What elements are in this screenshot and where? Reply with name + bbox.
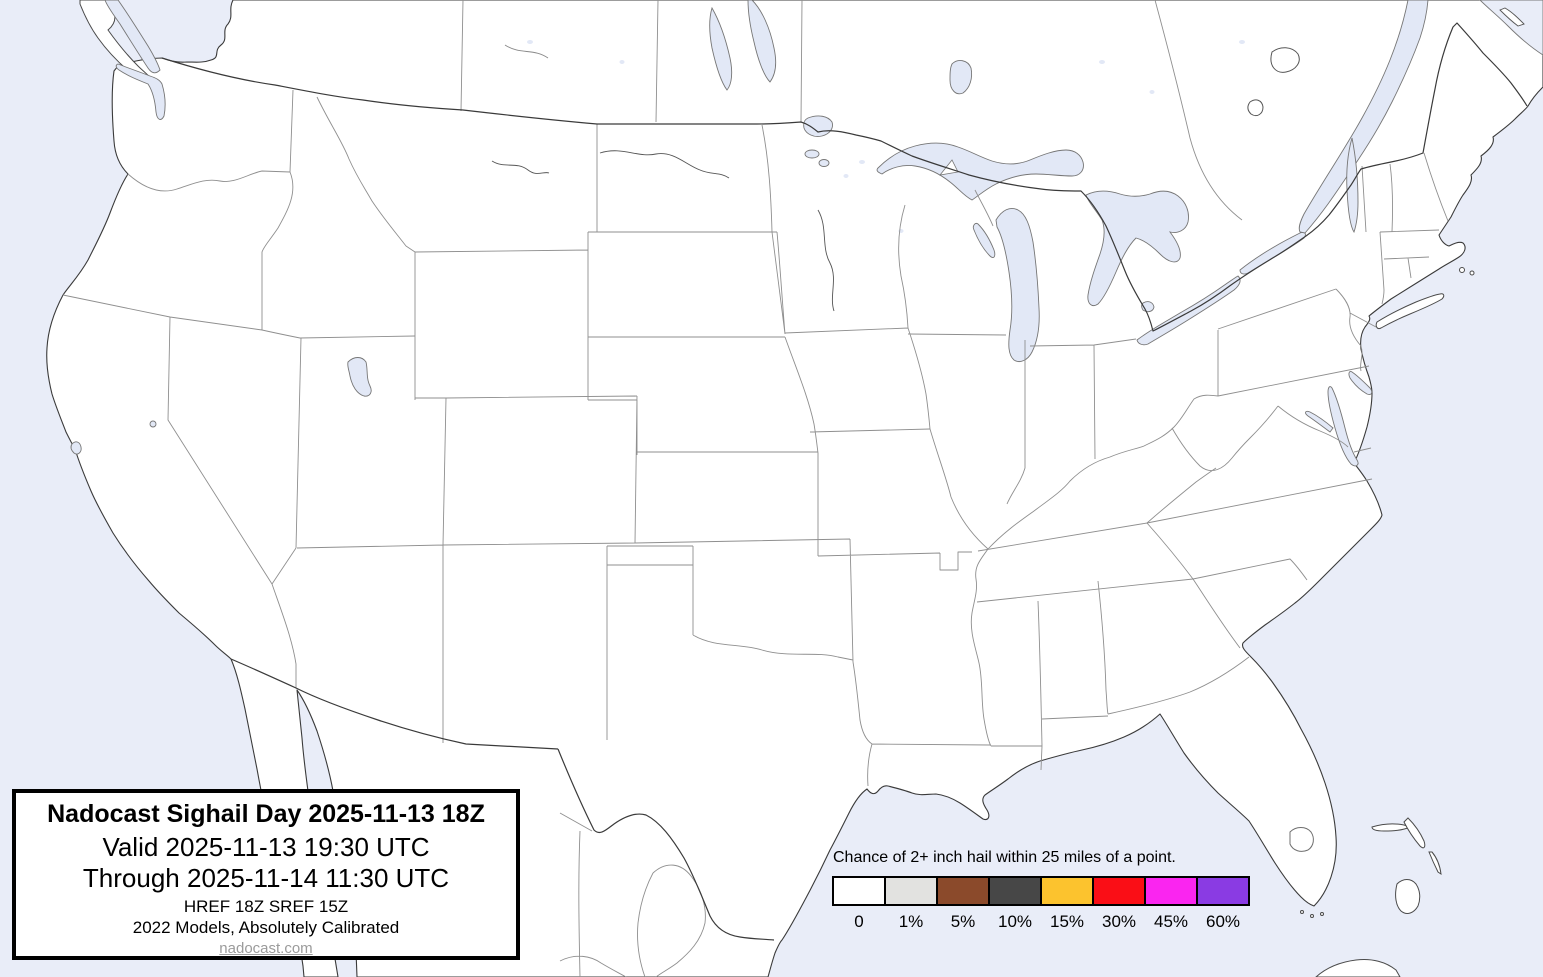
lake-okeechobee [1289, 827, 1314, 852]
strait-of-georgia [104, 0, 161, 74]
forecast-title-box: Nadocast Sighail Day 2025-11-13 18Z Vali… [12, 789, 520, 960]
forecast-models: HREF 18Z SREF 15Z [183, 896, 349, 916]
small-lake [1099, 60, 1105, 64]
small-lake [1239, 40, 1245, 44]
legend-swatch-row [832, 876, 1250, 906]
legend-label-row: 0 1% 5% 10% 15% 30% 45% 60% [832, 912, 1250, 932]
quebec-lakes [1247, 47, 1300, 117]
website-line: nadocast.com [16, 940, 516, 958]
potomac-river [1305, 410, 1334, 433]
legend-label-5: 5% [950, 912, 976, 931]
chesapeake-bay [1327, 386, 1359, 467]
fort-peck-reservoir [491, 160, 550, 174]
long-island [1375, 293, 1445, 329]
delaware-bay [1348, 371, 1373, 395]
canada-border [161, 22, 1528, 332]
puget-sound [115, 63, 166, 120]
lake-nipigon [949, 60, 973, 95]
legend-label-60: 60% [1205, 912, 1241, 931]
marthas-vineyard [1459, 267, 1465, 273]
mexico-border-west [230, 658, 559, 750]
lake-tahoe [149, 420, 157, 428]
islands [79, 0, 1475, 977]
legend-label-1: 1% [898, 912, 924, 931]
saskatchewan-river [504, 44, 549, 59]
legend-swatch-0 [832, 876, 886, 906]
florida-key [1320, 912, 1324, 916]
cuba-coast [1315, 959, 1401, 977]
forecast-through-time: Through 2025-11-14 11:30 UTC [82, 863, 450, 894]
small-lake [527, 40, 533, 44]
international-borders [161, 22, 1528, 941]
lake-huron [1085, 190, 1189, 306]
red-lake-lower [818, 159, 830, 167]
legend-label-15: 15% [1049, 912, 1085, 931]
great-salt-lake [347, 357, 372, 397]
lake-michigan [995, 208, 1040, 363]
legend-label-45: 45% [1153, 912, 1189, 931]
probability-legend: Chance of 2+ inch hail within 25 miles o… [832, 849, 1250, 932]
state-borders [62, 0, 1449, 977]
florida-key [1300, 910, 1304, 914]
legend-label-10: 10% [997, 912, 1033, 931]
green-bay [972, 223, 996, 259]
maritime-island [1499, 7, 1525, 27]
andros-island [1395, 879, 1421, 914]
grand-bahama [1371, 823, 1412, 832]
san-francisco-bay [70, 441, 82, 455]
lake-erie [1136, 275, 1241, 346]
small-lake [859, 160, 865, 164]
gulf-of-st-lawrence [1479, 0, 1543, 56]
missouri-river-nd [599, 150, 730, 179]
abaco-island [1403, 817, 1426, 849]
forecast-valid-time: Valid 2025-11-13 19:30 UTC [102, 831, 430, 862]
small-lake [619, 60, 625, 64]
forecast-title: Nadocast Sighail Day 2025-11-13 18Z [47, 800, 485, 828]
eleuthera-island [1428, 851, 1442, 876]
legend-swatch-1 [884, 876, 938, 906]
small-lake [843, 174, 849, 178]
nantucket [1469, 270, 1475, 276]
forecast-calibration: 2022 Models, Absolutely Calibrated [132, 918, 400, 938]
florida-key [1310, 914, 1314, 918]
legend-label-0: 0 [854, 912, 864, 931]
lake-of-the-woods [803, 115, 833, 137]
legend-swatch-45 [1144, 876, 1198, 906]
red-lake [804, 149, 820, 159]
legend-swatch-10 [988, 876, 1042, 906]
legend-swatch-5 [936, 876, 990, 906]
rio-grande-border [557, 748, 775, 941]
lake-champlain [1346, 137, 1359, 234]
nadocast-link[interactable]: nadocast.com [219, 940, 313, 958]
lake-winnipeg [747, 0, 777, 83]
lake-manitoba [709, 6, 733, 91]
legend-swatch-30 [1092, 876, 1146, 906]
legend-label-30: 30% [1101, 912, 1137, 931]
lake-superior [876, 142, 1084, 201]
legend-title: Chance of 2+ inch hail within 25 miles o… [833, 849, 1176, 866]
missouri-river-sd [817, 209, 835, 312]
small-lake [1149, 90, 1155, 94]
legend-swatch-15 [1040, 876, 1094, 906]
rivers [491, 44, 835, 312]
legend-swatch-60 [1196, 876, 1250, 906]
lakes [70, 0, 1429, 467]
